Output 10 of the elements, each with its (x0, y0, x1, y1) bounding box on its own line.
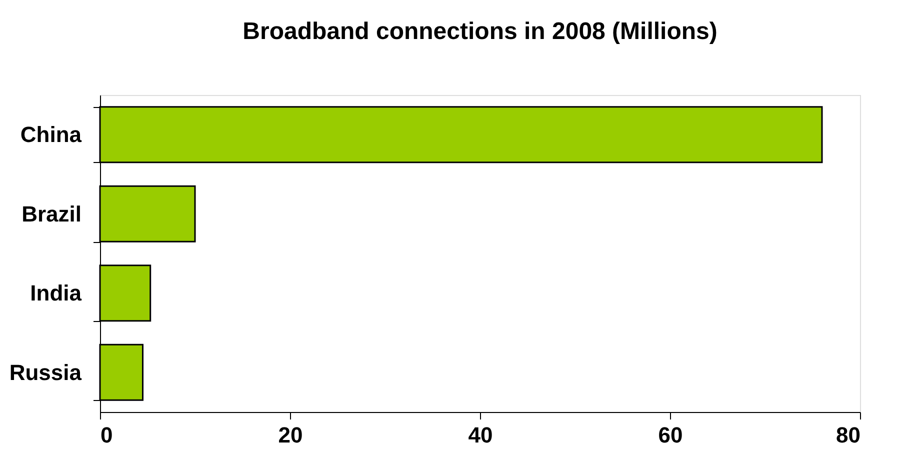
y-tick-label: Brazil (22, 201, 82, 226)
x-tick-label: 60 (658, 422, 683, 448)
x-tick-label: 40 (468, 422, 493, 448)
chart-title: Broadband connections in 2008 (Millions) (242, 18, 718, 45)
x-tick-label: 20 (278, 422, 303, 448)
x-tick-label: 80 (836, 422, 860, 448)
y-tick-label: India (30, 280, 82, 306)
y-tick-label: China (20, 122, 82, 148)
y-tick-label: Russia (9, 360, 82, 385)
x-tick-label: 0 (100, 422, 113, 448)
